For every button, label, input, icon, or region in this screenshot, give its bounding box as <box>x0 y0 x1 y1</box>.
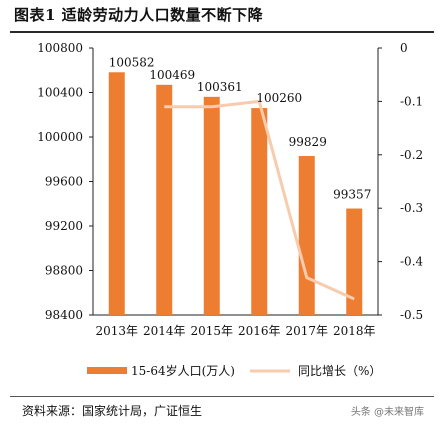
right-tick-label: -0.3 <box>400 201 423 215</box>
legend-bar-label: 15-64岁人口(万人) <box>131 363 235 378</box>
right-tick-label: 0 <box>400 41 408 55</box>
right-tick-label: -0.5 <box>400 308 423 322</box>
left-tick-label: 100800 <box>37 41 83 55</box>
chart-area: 100800 100400 100000 99600 99200 98800 98400 0 -… <box>37 41 424 378</box>
x-tick-label: 2017年 <box>285 324 328 338</box>
footer-divider <box>10 396 434 397</box>
left-tick-label: 100400 <box>37 86 83 100</box>
x-tick-label: 2014年 <box>143 324 186 338</box>
left-tick-label: 100000 <box>37 130 83 144</box>
x-tick-label: 2018年 <box>333 324 376 338</box>
left-tick-label: 99600 <box>45 175 83 189</box>
x-tick-label: 2016年 <box>238 324 281 338</box>
legend-line-label: 同比增长（%） <box>298 364 381 378</box>
growth-line <box>164 99 355 301</box>
data-label: 100469 <box>149 68 195 82</box>
right-tick-label: -0.2 <box>400 148 423 162</box>
data-label: 99829 <box>289 135 327 149</box>
chart-title: 图表1 适龄劳动力人口数量不断下降 <box>14 6 264 24</box>
x-tick-label: 2015年 <box>190 324 233 338</box>
bar <box>156 84 173 315</box>
watermark: 头条 @未来智库 <box>350 407 424 418</box>
x-tick-label: 2013年 <box>95 324 138 338</box>
title-divider <box>10 31 434 33</box>
left-tick-label: 99200 <box>45 219 83 233</box>
data-label: 100361 <box>197 80 243 94</box>
data-label: 100260 <box>256 91 302 105</box>
bar <box>298 156 315 315</box>
bar <box>203 96 220 316</box>
bar <box>251 108 268 315</box>
right-tick-label: -0.4 <box>400 255 424 269</box>
bar <box>108 72 125 315</box>
left-tick-label: 98400 <box>45 308 83 322</box>
right-tick-label: -0.1 <box>400 94 423 108</box>
legend-bar-swatch <box>87 367 127 374</box>
source-note: 资料来源：国家统计局，广证恒生 <box>22 404 203 418</box>
left-tick-label: 98800 <box>45 264 83 278</box>
data-label: 99357 <box>333 188 371 202</box>
bar <box>346 208 363 315</box>
data-label: 100582 <box>109 55 155 69</box>
